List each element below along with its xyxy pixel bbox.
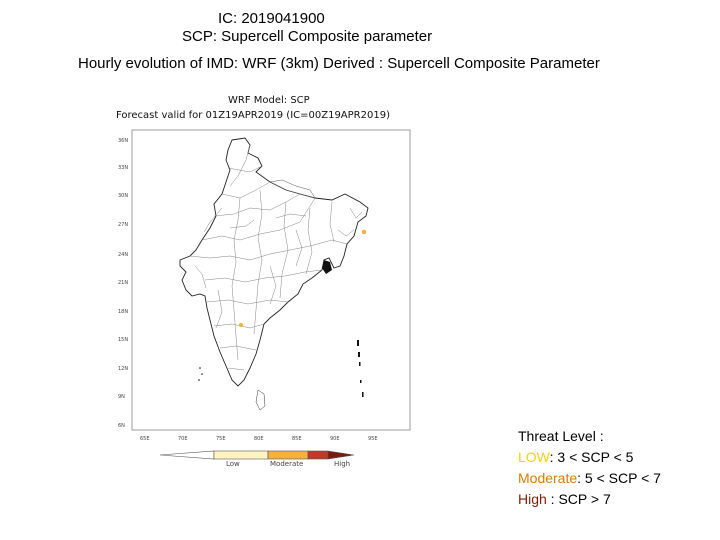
district-boundaries	[189, 144, 363, 371]
scp-hotspot-deccan	[239, 323, 243, 327]
threat-low-label: LOW	[518, 449, 550, 465]
lat-tick-label: 27N	[118, 222, 128, 228]
threat-high-value: : SCP > 7	[546, 491, 611, 507]
lat-tick-label: 6N	[118, 423, 125, 429]
lat-tick-labels: 36N 33N 30N 27N 24N 21N 18N 15N 12N 9N 6…	[118, 138, 128, 429]
colorbar-high-segment	[307, 450, 329, 460]
threat-moderate-value: : 5 < SCP < 7	[577, 470, 661, 486]
threat-title: Threat Level :	[518, 428, 604, 444]
lon-tick-label: 80E	[254, 436, 264, 442]
lon-tick-label: 65E	[140, 436, 150, 442]
colorbar-label-low: Low	[226, 460, 240, 468]
threat-moderate-row: Moderate: 5 < SCP < 7	[518, 468, 661, 489]
colorbar-left-arrow	[159, 450, 215, 460]
threat-low-row: LOW: 3 < SCP < 5	[518, 447, 661, 468]
lon-tick-label: 85E	[292, 436, 302, 442]
lakshadweep-islands	[198, 367, 203, 381]
scp-hotspots	[239, 229, 367, 327]
lat-tick-label: 33N	[118, 165, 128, 171]
lon-tick-labels: 65E 70E 75E 80E 85E 90E 95E	[140, 436, 378, 442]
threat-low-value: : 3 < SCP < 5	[549, 449, 634, 465]
colorbar-low-segment	[213, 450, 269, 460]
forecast-map: WRF Model: SCP Forecast valid for 01Z19A…	[116, 95, 411, 468]
colorbar-label-moderate: Moderate	[270, 460, 303, 468]
threat-high-row: High : SCP > 7	[518, 489, 661, 510]
threat-moderate-label: Moderate	[518, 470, 578, 486]
map-model-title: WRF Model: SCP	[228, 95, 310, 106]
lat-tick-label: 9N	[118, 394, 125, 400]
lat-tick-label: 36N	[118, 138, 128, 144]
lon-tick-label: 95E	[368, 436, 378, 442]
lon-tick-label: 90E	[330, 436, 340, 442]
colorbar-moderate-segment	[267, 450, 309, 460]
ic-title: IC: 2019041900	[218, 10, 325, 27]
andaman-islands	[357, 340, 364, 397]
threat-high-label: High	[518, 491, 547, 507]
threat-level-legend: Threat Level : LOW: 3 < SCP < 5 Moderate…	[518, 426, 661, 510]
colorbar-right-arrow	[327, 450, 355, 460]
sri-lanka	[255, 389, 266, 411]
lon-tick-label: 75E	[216, 436, 226, 442]
lat-tick-label: 18N	[118, 309, 128, 315]
coastal-delta-patch	[322, 260, 332, 274]
neighbour-boundary	[269, 179, 316, 199]
colorbar: Low Moderate High	[159, 450, 355, 468]
lat-tick-label: 21N	[118, 280, 128, 286]
hourly-evolution-title: Hourly evolution of IMD: WRF (3km) Deriv…	[78, 55, 600, 72]
forecast-map-panel: WRF Model: SCP Forecast valid for 01Z19A…	[110, 90, 420, 470]
lat-tick-label: 24N	[118, 252, 128, 258]
lon-tick-label: 70E	[178, 436, 188, 442]
lat-tick-label: 12N	[118, 366, 128, 372]
map-valid-text: Forecast valid for 01Z19APR2019 (IC=00Z1…	[116, 110, 390, 121]
colorbar-label-high: High	[334, 460, 350, 468]
lat-tick-label: 15N	[118, 337, 128, 343]
scp-hotspot-northeast	[361, 229, 367, 235]
scp-title: SCP: Supercell Composite parameter	[182, 28, 433, 45]
lat-tick-label: 30N	[118, 193, 128, 199]
